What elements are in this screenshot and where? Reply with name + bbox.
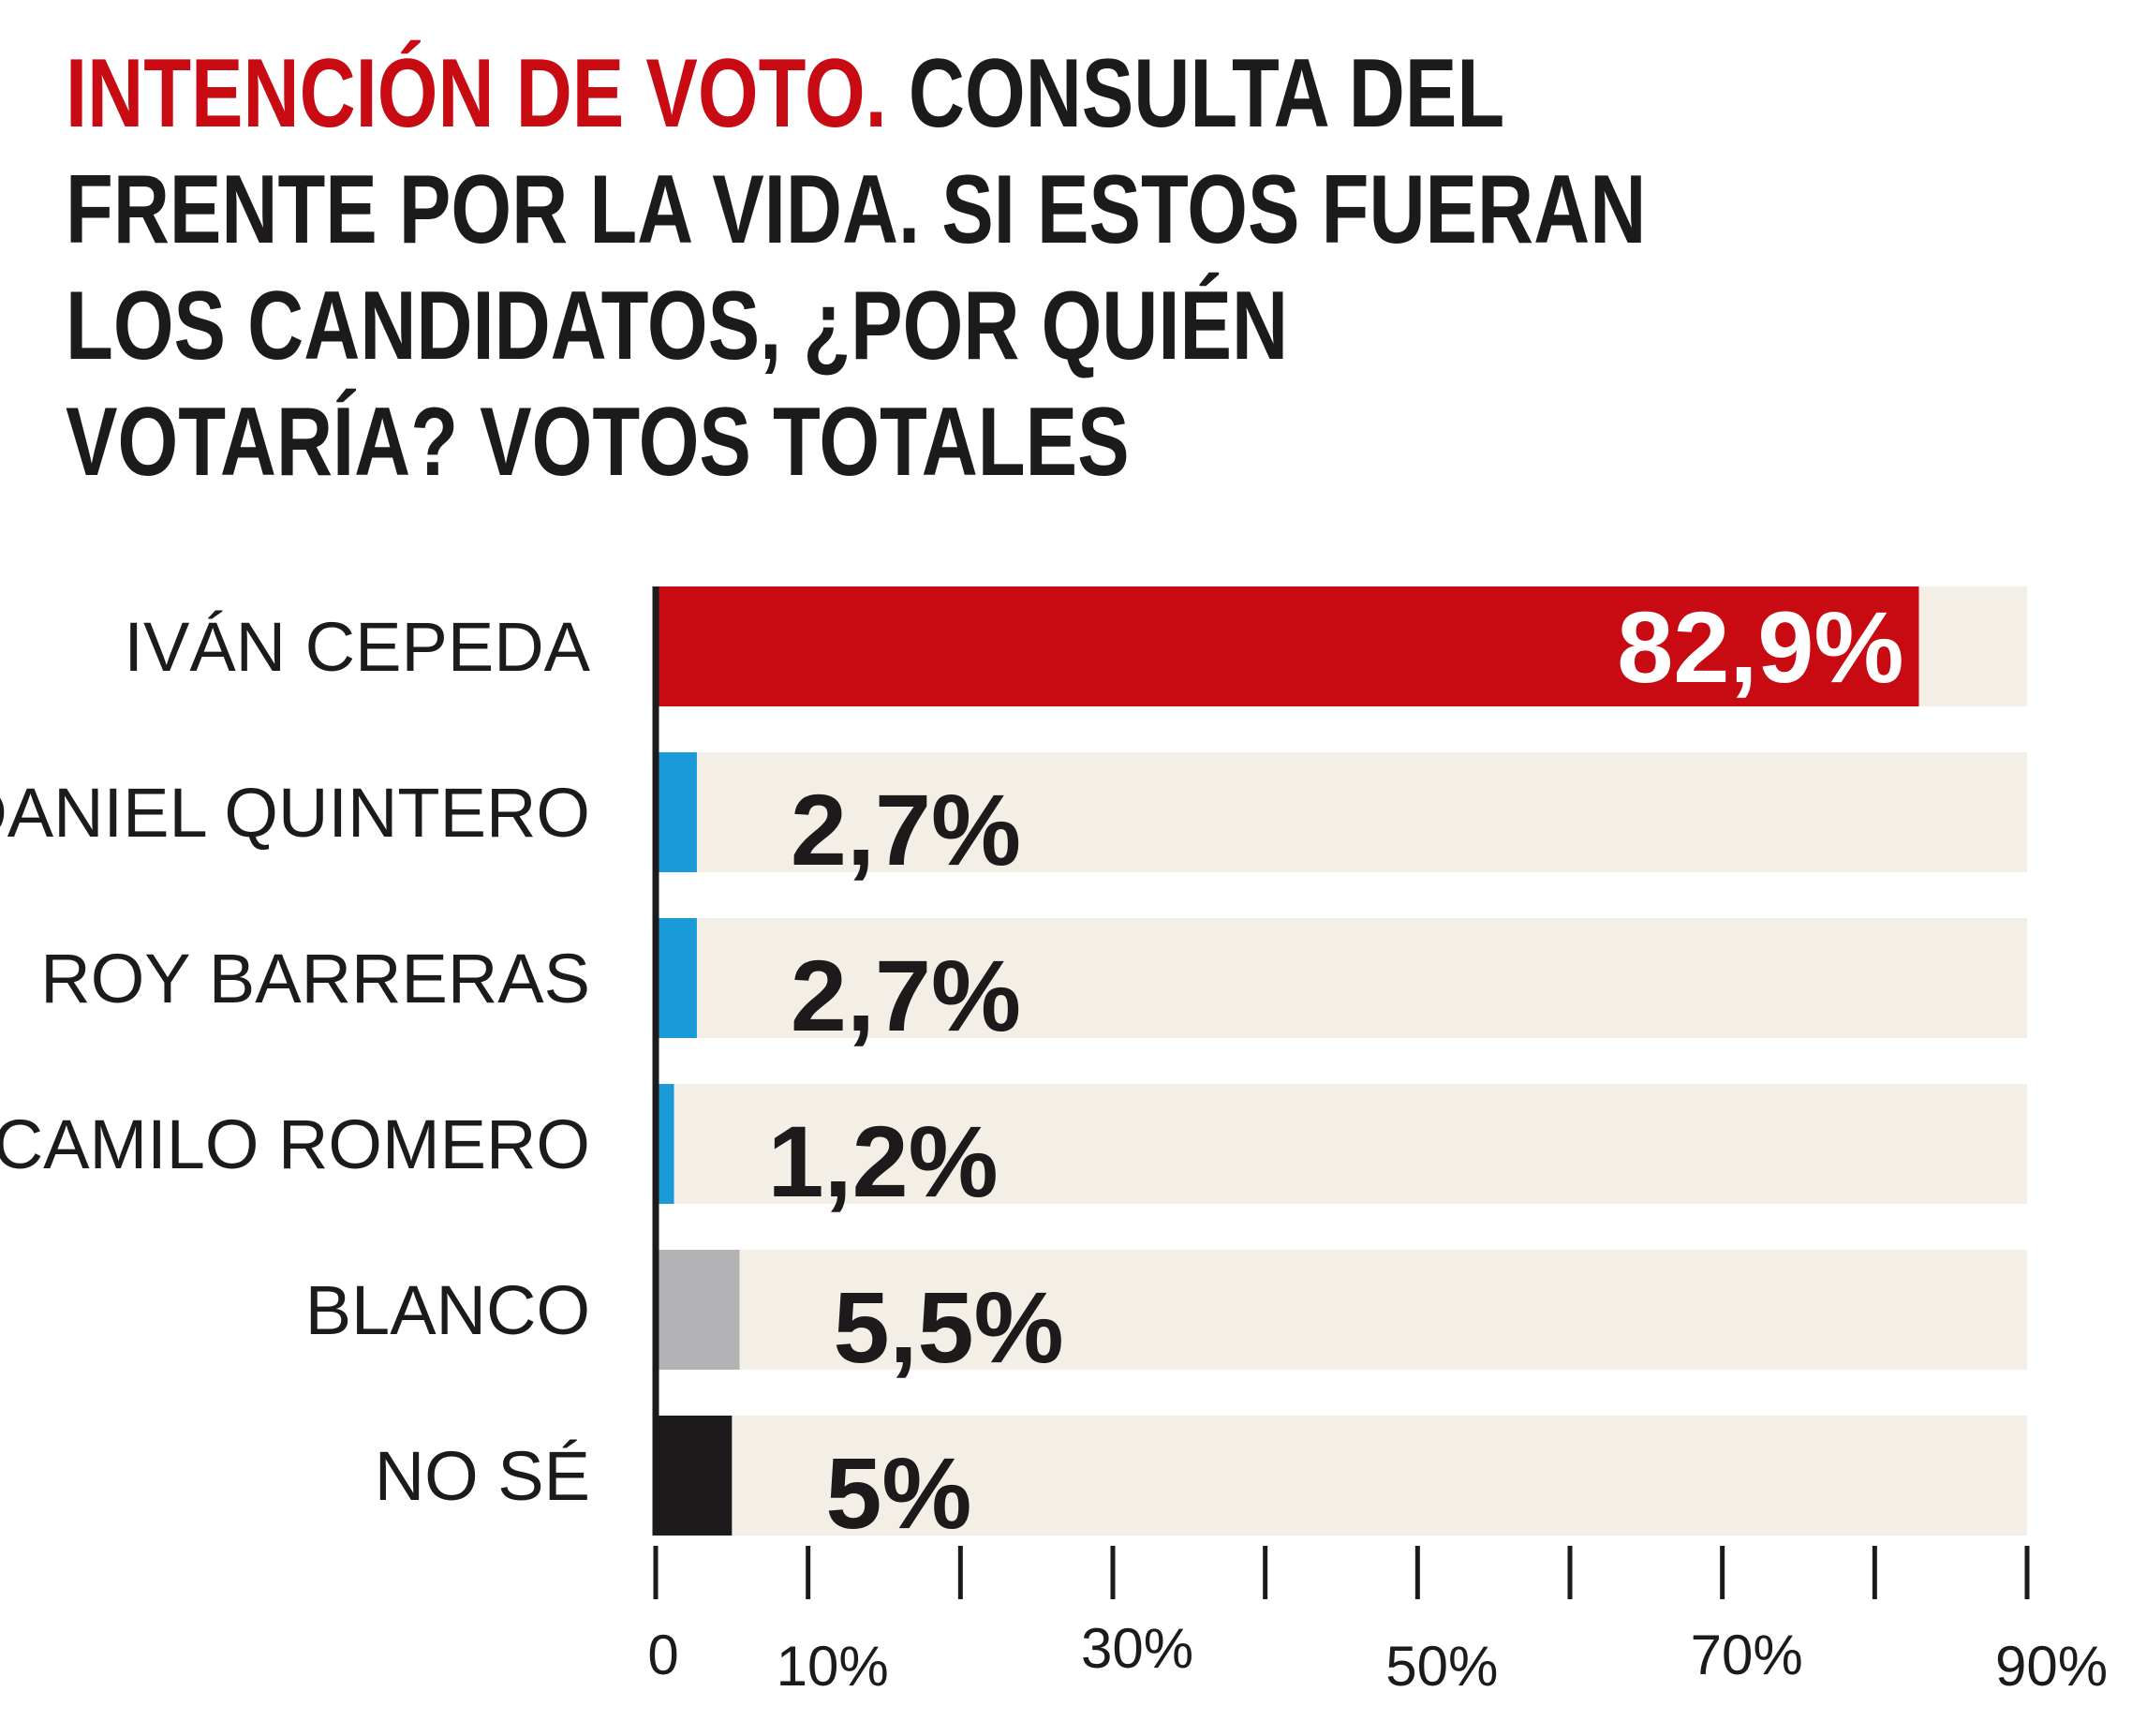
value-label-camilo-romero: 1,2%: [768, 1105, 999, 1218]
bar-track-no-se: [656, 1416, 2027, 1536]
x-tick-label-70: 70%: [1691, 1624, 1803, 1686]
bar-daniel-quintero: [656, 752, 697, 872]
x-tick-label-90: 90%: [1995, 1635, 2108, 1698]
bar-track-roy-barreras: [656, 918, 2027, 1038]
category-label-blanco: BLANCO: [305, 1271, 590, 1349]
bar-track-daniel-quintero: [656, 752, 2027, 872]
x-tick-label-0: 0: [647, 1624, 678, 1686]
chart-title-rest: CONSULTA DEL FRENTE POR LA VIDA. SI ESTO…: [66, 39, 1647, 497]
x-tick-label-10: 10%: [777, 1635, 889, 1698]
x-tick-label-50: 50%: [1385, 1635, 1498, 1698]
category-label-no-se: NO SÉ: [375, 1437, 590, 1515]
bar-no-se: [656, 1416, 733, 1536]
x-tick-label-30: 30%: [1081, 1617, 1193, 1680]
bar-roy-barreras: [656, 918, 697, 1038]
value-label-no-se: 5%: [825, 1436, 971, 1550]
value-label-roy-barreras: 2,7%: [791, 939, 1021, 1052]
bar-track-blanco: [656, 1250, 2027, 1370]
value-label-ivan-cepeda: 82,9%: [1617, 590, 1903, 704]
category-label-roy-barreras: ROY BARRERAS: [40, 940, 590, 1017]
value-label-daniel-quintero: 2,7%: [791, 773, 1021, 886]
bar-blanco: [656, 1250, 740, 1370]
chart-title: INTENCIÓN DE VOTO. CONSULTA DEL FRENTE P…: [66, 36, 1677, 500]
bar-track-camilo-romero: [656, 1084, 2027, 1204]
value-label-blanco: 5,5%: [833, 1270, 1063, 1384]
bar-camilo-romero: [656, 1084, 674, 1204]
category-label-daniel-quintero: DANIEL QUINTERO: [0, 774, 590, 852]
chart-title-highlight: INTENCIÓN DE VOTO.: [66, 39, 887, 148]
category-label-ivan-cepeda: IVÁN CEPEDA: [124, 608, 590, 686]
bar-ivan-cepeda: [656, 586, 1919, 706]
category-label-camilo-romero: CAMILO ROMERO: [0, 1105, 590, 1183]
